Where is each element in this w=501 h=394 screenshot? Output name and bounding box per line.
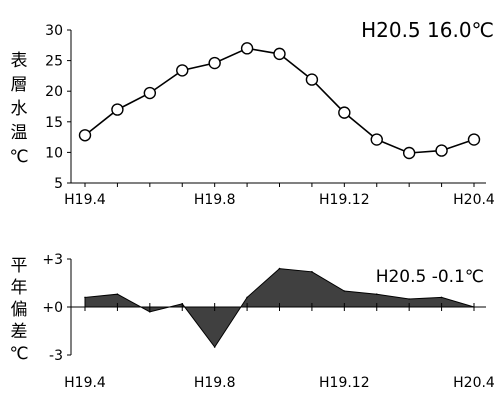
x-tick-labels: H19.4 H19.8 H19.12 H20.4: [64, 375, 495, 391]
anomaly-point-h19-6: [149, 311, 151, 313]
x-tick-label-h19-8: H19.8: [194, 192, 236, 208]
x-tick-label-h20-4: H20.4: [453, 375, 495, 391]
y-tick-label-0: +0: [42, 300, 63, 316]
y-label-char: 表: [11, 51, 28, 71]
y-tick-label-3: +3: [42, 252, 63, 268]
x-tick-label-h19-12: H19.12: [319, 375, 370, 391]
y-tick-label-25: 25: [45, 54, 63, 70]
chart-title: H20.5 16.0℃: [361, 18, 494, 42]
y-label-char: 水: [11, 99, 28, 119]
y-tick-label-10: 10: [45, 145, 63, 161]
x-tick-label-h19-12: H19.12: [319, 192, 370, 208]
anomaly-series: [84, 267, 475, 348]
x-tick-label-h20-4: H20.4: [453, 192, 495, 208]
anomaly-point-h20-2: [408, 298, 410, 300]
data-point-h20-2: [402, 146, 416, 160]
y-label-char: 層: [11, 75, 28, 95]
anomaly-point-h19-11: [311, 271, 313, 273]
anomaly-point-h19-5: [116, 293, 119, 296]
temperature-series: [78, 42, 481, 160]
axes: [67, 29, 486, 187]
data-point-h19-5: [111, 103, 124, 116]
anomaly-point-h20-3: [440, 296, 443, 299]
y-label-char: 偏: [11, 300, 28, 320]
y-label-char: ℃: [9, 147, 28, 167]
data-point-h19-12: [338, 106, 351, 119]
anomaly-point-h20-1: [375, 293, 378, 296]
data-point-h20-4: [467, 133, 481, 146]
anomaly-point-h19-10: [278, 267, 281, 270]
temperature-line: [84, 47, 475, 154]
anomaly-point-h19-8: [213, 346, 216, 348]
y-tick-label-20: 20: [45, 84, 63, 100]
x-tick-labels: H19.4 H19.8 H19.12 H20.4: [64, 192, 495, 208]
x-tick-label-h19-4: H19.4: [64, 375, 106, 391]
anomaly-point-h19-12: [343, 290, 346, 292]
y-tick-labels: 5 10 15 20 25 30: [45, 23, 63, 192]
data-point-h19-11: [305, 73, 319, 86]
y-label-char: 温: [11, 123, 28, 143]
y-tick-label-3: -3: [49, 348, 63, 364]
anomaly-point-h19-4: [84, 296, 86, 299]
y-tick-label-5: 5: [54, 176, 63, 192]
data-point-h20-3: [435, 144, 448, 157]
chart-title: H20.5 -0.1℃: [376, 267, 484, 287]
data-point-h20-1: [370, 133, 383, 146]
y-label-char: ℃: [9, 344, 28, 364]
data-point-h19-4: [78, 129, 92, 142]
data-point-h19-9: [240, 42, 254, 55]
anomaly-point-h19-9: [246, 296, 248, 299]
x-tick-label-h19-4: H19.4: [64, 192, 106, 208]
y-tick-label-15: 15: [45, 115, 63, 131]
data-point-h19-8: [208, 56, 221, 70]
y-label-char: 差: [11, 322, 28, 342]
data-point-h19-6: [143, 86, 157, 100]
y-label-char: 年: [11, 278, 28, 298]
y-label-char: 平: [11, 256, 28, 276]
y-tick-labels: +3 +0 -3: [42, 252, 63, 364]
data-point-h19-10: [273, 47, 286, 61]
x-tick-label-h19-8: H19.8: [194, 375, 236, 391]
y-tick-label-30: 30: [45, 23, 63, 39]
data-point-h19-7: [176, 64, 189, 77]
axes: [67, 258, 486, 356]
